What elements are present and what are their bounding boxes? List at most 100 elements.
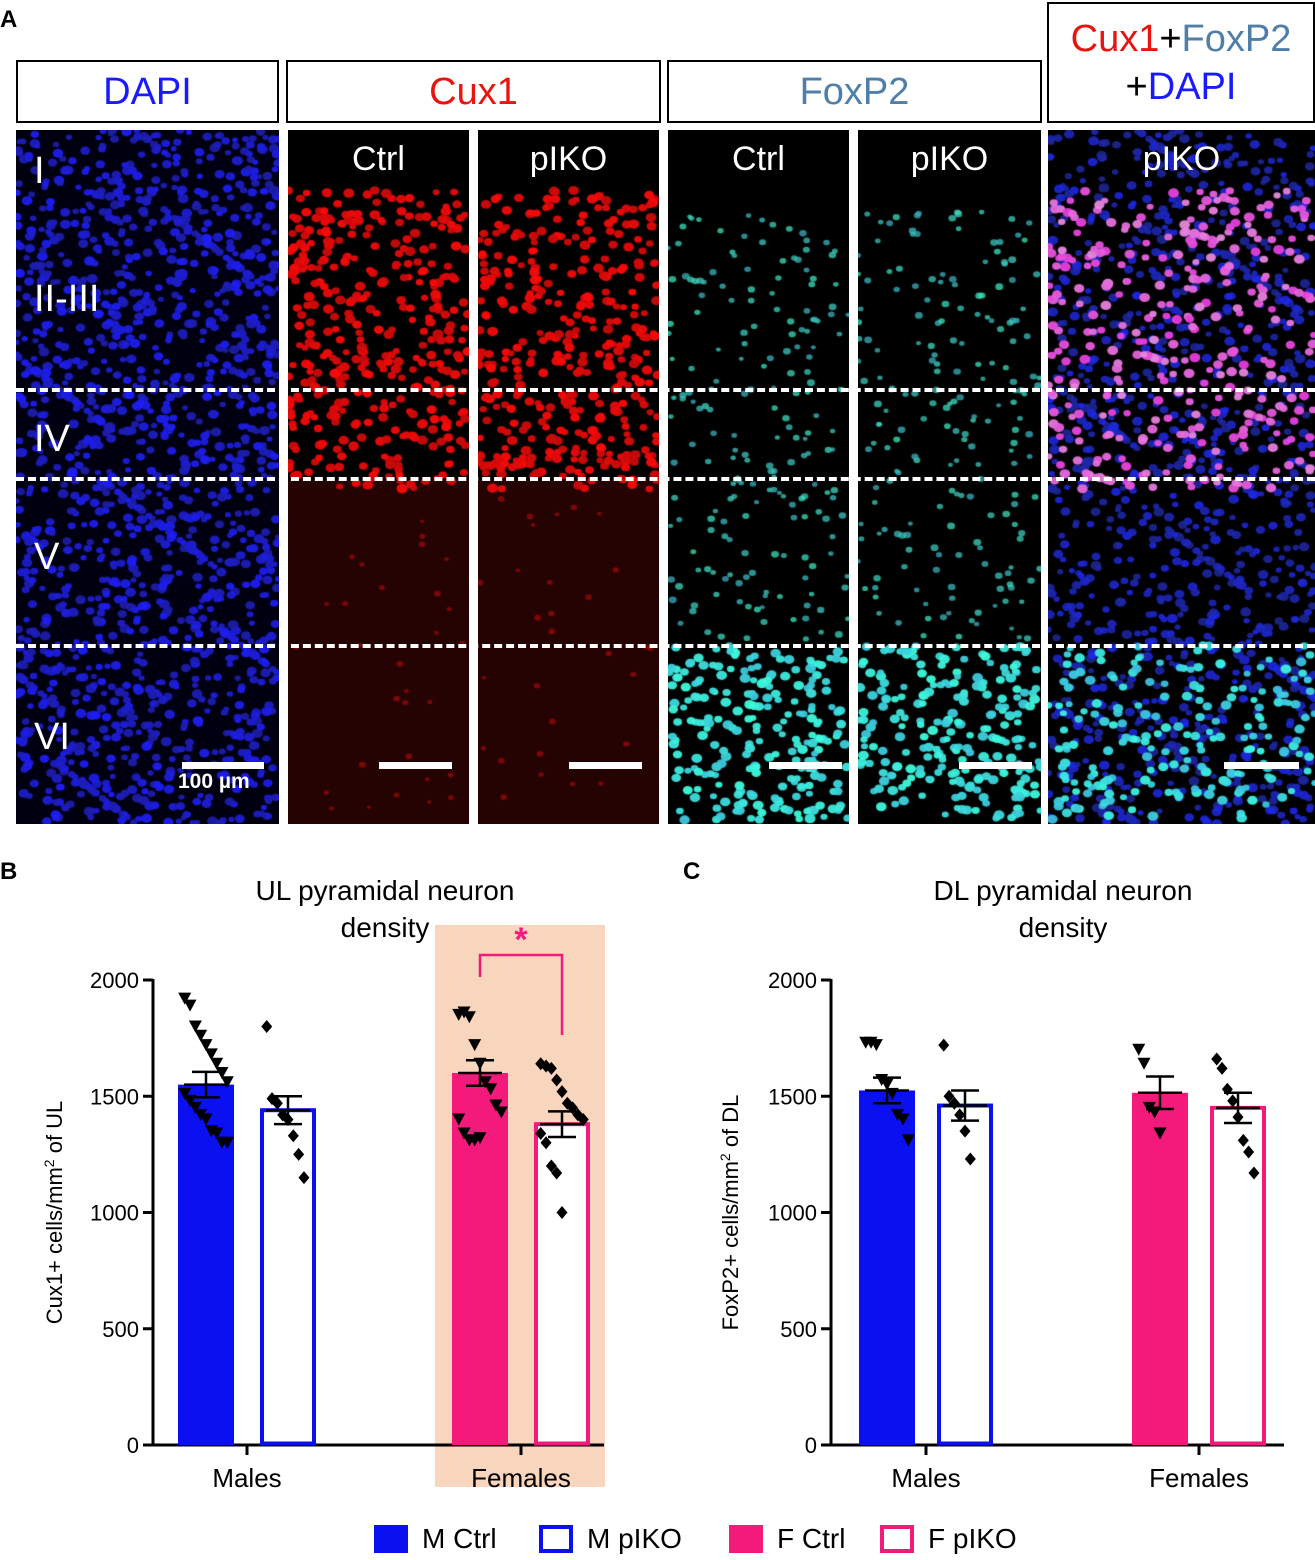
legend-item-f-pko: F pIKO (880, 1523, 1017, 1555)
label-cux1-ctrl: Ctrl (352, 140, 405, 178)
data-point (1153, 1127, 1167, 1140)
header-cux1-text: Cux1 (429, 70, 518, 113)
layer-boundary-2 (16, 477, 1315, 481)
data-point (1237, 1133, 1249, 1147)
legend-item-m-ctrl: M Ctrl (374, 1523, 497, 1555)
legend-swatch-f-pko (880, 1525, 914, 1553)
header-dapi: DAPI (16, 60, 279, 123)
x-tick-label: Males (891, 1463, 960, 1493)
header-merge-foxp2: FoxP2 (1181, 17, 1292, 60)
data-point (210, 1127, 224, 1140)
data-point (1132, 1043, 1146, 1056)
header-foxp2-text: FoxP2 (799, 70, 910, 113)
scale-bar-cux1-pko (569, 762, 642, 769)
data-point (261, 1020, 273, 1033)
panel-label-a: A (0, 6, 18, 33)
data-point (896, 1113, 910, 1126)
data-point (901, 1134, 915, 1147)
data-point (220, 1136, 234, 1149)
data-point (178, 992, 192, 1005)
data-point (204, 1048, 218, 1061)
bar-f-piko (1210, 1105, 1266, 1446)
data-point (457, 1127, 471, 1140)
data-point (540, 1136, 552, 1150)
legend-swatch-f-ctrl (729, 1525, 763, 1553)
legend-label-m-ctrl: M Ctrl (422, 1523, 497, 1554)
x-tick-label: Females (1149, 1463, 1249, 1493)
bar-m-ctrl (178, 1084, 234, 1445)
bar-m-piko (937, 1103, 993, 1446)
layer-label-v: V (34, 536, 60, 578)
label-foxp2-pko: pIKO (910, 140, 989, 178)
data-point (452, 1113, 466, 1126)
data-point (556, 1206, 568, 1219)
data-point (1216, 1061, 1228, 1075)
legend-label-f-ctrl: F Ctrl (777, 1523, 846, 1554)
legend-swatch-m-ctrl (374, 1525, 408, 1553)
header-merge-line1: Cux1+FoxP2 (1071, 19, 1292, 59)
panel-label-b: B (0, 858, 18, 885)
legend-label-m-pko: M pIKO (587, 1523, 682, 1554)
layer-boundary-3 (16, 644, 1315, 648)
data-point (938, 1038, 950, 1052)
header-merge-plus2: + (1125, 65, 1148, 108)
data-point (478, 1076, 492, 1089)
header-dapi-text: DAPI (103, 70, 192, 113)
data-point (1248, 1166, 1260, 1180)
data-point (462, 1011, 476, 1024)
data-point (540, 1059, 552, 1073)
scale-bar-cux1-ctrl (379, 762, 452, 769)
y-tick-label: 1000 (768, 1201, 817, 1226)
label-merge-pko: pIKO (1142, 140, 1221, 178)
legend-label-f-pko: F pIKO (928, 1523, 1017, 1554)
data-point (199, 1039, 213, 1052)
y-tick-label: 500 (102, 1317, 139, 1342)
bar-f-piko (534, 1122, 590, 1446)
x-tick-label: Females (471, 1463, 571, 1493)
data-point (194, 1029, 208, 1042)
data-point (1211, 1052, 1223, 1066)
layer-label-iv: IV (34, 418, 70, 460)
data-point (293, 1147, 305, 1161)
legend-item-f-ctrl: F Ctrl (729, 1523, 845, 1555)
scale-bar-dapi (182, 762, 264, 769)
legend-swatch-m-pko (539, 1525, 573, 1553)
data-point (287, 1129, 299, 1143)
data-point (959, 1124, 971, 1138)
data-point (943, 1089, 955, 1103)
significance-bracket (478, 953, 564, 1035)
data-point (178, 1087, 192, 1100)
data-point (964, 1152, 976, 1166)
significance-star: * (514, 921, 528, 959)
x-tick-label: Males (212, 1463, 281, 1493)
chart-ul-density: 0 500 1000 1500 2000 Males Females Cux1+ cells/… (41, 921, 605, 1493)
legend-item-m-pko: M pIKO (539, 1523, 682, 1555)
y-tick-label: 500 (780, 1317, 817, 1342)
scale-bar-foxp2-ctrl (769, 762, 842, 769)
data-point (577, 1113, 589, 1126)
y-tick-label: 0 (127, 1433, 139, 1458)
data-point (869, 1039, 883, 1052)
header-cux1: Cux1 (286, 60, 661, 123)
header-foxp2: FoxP2 (667, 60, 1042, 123)
header-merge-cux1: Cux1 (1070, 17, 1160, 60)
panel-label-c: C (683, 858, 701, 885)
data-point (188, 1020, 202, 1033)
label-cux1-pko: pIKO (529, 140, 608, 178)
data-point (468, 1039, 482, 1052)
y-tick-label: 0 (805, 1433, 817, 1458)
bar-m-piko (260, 1108, 316, 1446)
y-tick-label: 1000 (90, 1201, 139, 1226)
header-merge: Cux1+FoxP2 +DAPI (1047, 2, 1315, 123)
y-tick-label: 2000 (768, 968, 817, 993)
scale-bar-foxp2-pko (959, 762, 1032, 769)
y-tick-label: 1500 (90, 1084, 139, 1109)
bar-m-ctrl (859, 1090, 915, 1445)
data-point (183, 999, 197, 1012)
chart-c-title: DL pyramidal neuron density (933, 875, 1193, 943)
data-point (551, 1166, 563, 1180)
data-point (298, 1171, 310, 1185)
y-axis-label: Cux1+ cells/mm2 of UL (41, 1101, 67, 1325)
data-point (473, 1132, 487, 1145)
data-point (545, 1061, 557, 1075)
